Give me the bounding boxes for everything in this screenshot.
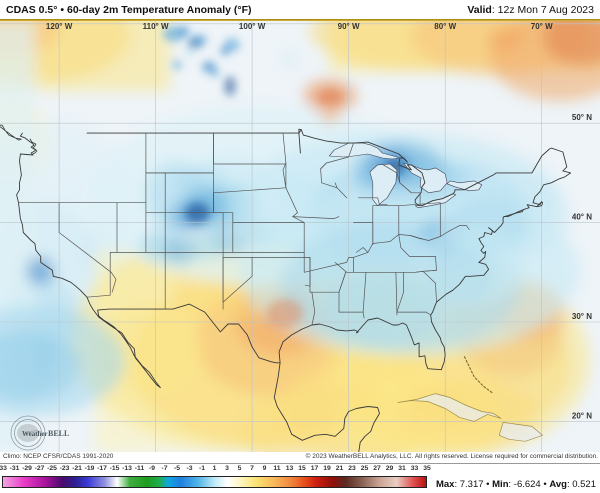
svg-text:110° W: 110° W — [143, 22, 169, 31]
svg-text:120° W: 120° W — [46, 22, 73, 31]
svg-text:80° W: 80° W — [434, 22, 456, 31]
svg-text:100° W: 100° W — [239, 22, 266, 31]
svg-text:20° N: 20° N — [572, 411, 592, 420]
svg-text:BELL: BELL — [48, 429, 69, 438]
svg-text:70° W: 70° W — [531, 22, 553, 31]
svg-text:60° N: 60° N — [572, 21, 592, 23]
svg-text:30° N: 30° N — [572, 312, 592, 321]
svg-text:40° N: 40° N — [572, 213, 592, 222]
svg-text:50° N: 50° N — [572, 113, 592, 122]
svg-text:Weather: Weather — [22, 430, 48, 438]
svg-text:90° W: 90° W — [338, 22, 360, 31]
